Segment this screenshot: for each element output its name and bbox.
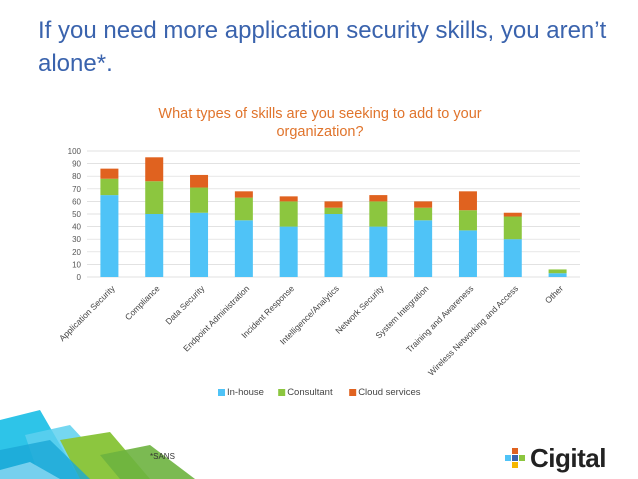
bar-segment	[234, 197, 253, 221]
y-tick-label: 60	[72, 197, 81, 206]
bar-segment	[548, 269, 567, 274]
y-tick-label: 100	[68, 147, 82, 156]
bar-segment	[458, 191, 477, 211]
bar-segment	[234, 191, 253, 198]
y-tick-label: 80	[72, 172, 81, 181]
chart-title: What types of skills are you seeking to …	[158, 106, 482, 140]
y-tick-label: 40	[72, 223, 81, 232]
bar-segment	[369, 195, 388, 202]
x-tick-label: Other	[543, 283, 565, 305]
y-tick-label: 50	[72, 210, 81, 219]
bar-segment	[190, 174, 209, 188]
bar-segment	[369, 226, 388, 277]
bar-segment	[503, 239, 522, 277]
x-tick-label: Application Security	[57, 283, 117, 343]
bar-segment	[503, 216, 522, 240]
y-tick-label: 0	[77, 273, 82, 282]
bar-segment	[279, 196, 298, 202]
x-tick-label: Compliance	[123, 283, 162, 322]
bar-segment	[503, 212, 522, 217]
x-tick-label: Data Security	[163, 283, 207, 327]
y-tick-label: 20	[72, 248, 81, 257]
bar-segment	[100, 195, 119, 277]
bar-segment	[324, 207, 343, 214]
bar-segment	[324, 214, 343, 277]
legend-swatch	[278, 389, 286, 396]
bar-segment	[145, 157, 164, 182]
y-tick-label: 10	[72, 260, 81, 269]
bar-segment	[548, 273, 567, 277]
bar-segment	[145, 214, 164, 277]
bar-segment	[145, 181, 164, 214]
bar-segment	[234, 220, 253, 277]
bar-segment	[190, 187, 209, 213]
legend-label: Consultant	[287, 387, 333, 398]
bar-segment	[324, 201, 343, 208]
x-tick-label: Wireless Networking and Access	[426, 283, 520, 377]
bar-segment	[414, 220, 433, 277]
bar-segment	[100, 168, 119, 179]
bar-segment	[100, 178, 119, 196]
y-tick-label: 30	[72, 235, 81, 244]
stacked-bar-chart: 0 10 20 30 40 50 60 70 80 90 100 Application Securi…	[57, 147, 580, 398]
y-tick-label: 70	[72, 185, 81, 194]
slide-title: If you need more application security sk…	[38, 17, 607, 77]
brand-name: Cigital	[530, 443, 606, 473]
corner-decoration	[0, 410, 195, 479]
bar-segment	[369, 201, 388, 227]
bar-segment	[458, 230, 477, 277]
bar-segment	[458, 210, 477, 231]
legend-swatch	[349, 389, 357, 396]
cigital-logo-icon	[505, 447, 525, 468]
legend-label: Cloud services	[358, 387, 421, 398]
cigital-logo: Cigital	[505, 443, 606, 474]
bar-segment	[414, 201, 433, 208]
bar-segment	[414, 207, 433, 221]
legend-label: In-house	[227, 387, 264, 398]
legend-swatch	[218, 389, 225, 396]
bar-segment	[279, 201, 298, 227]
footnote: *SANS	[150, 452, 175, 461]
bar-segment	[190, 212, 209, 277]
bar-segment	[279, 226, 298, 277]
y-tick-label: 90	[72, 160, 81, 169]
